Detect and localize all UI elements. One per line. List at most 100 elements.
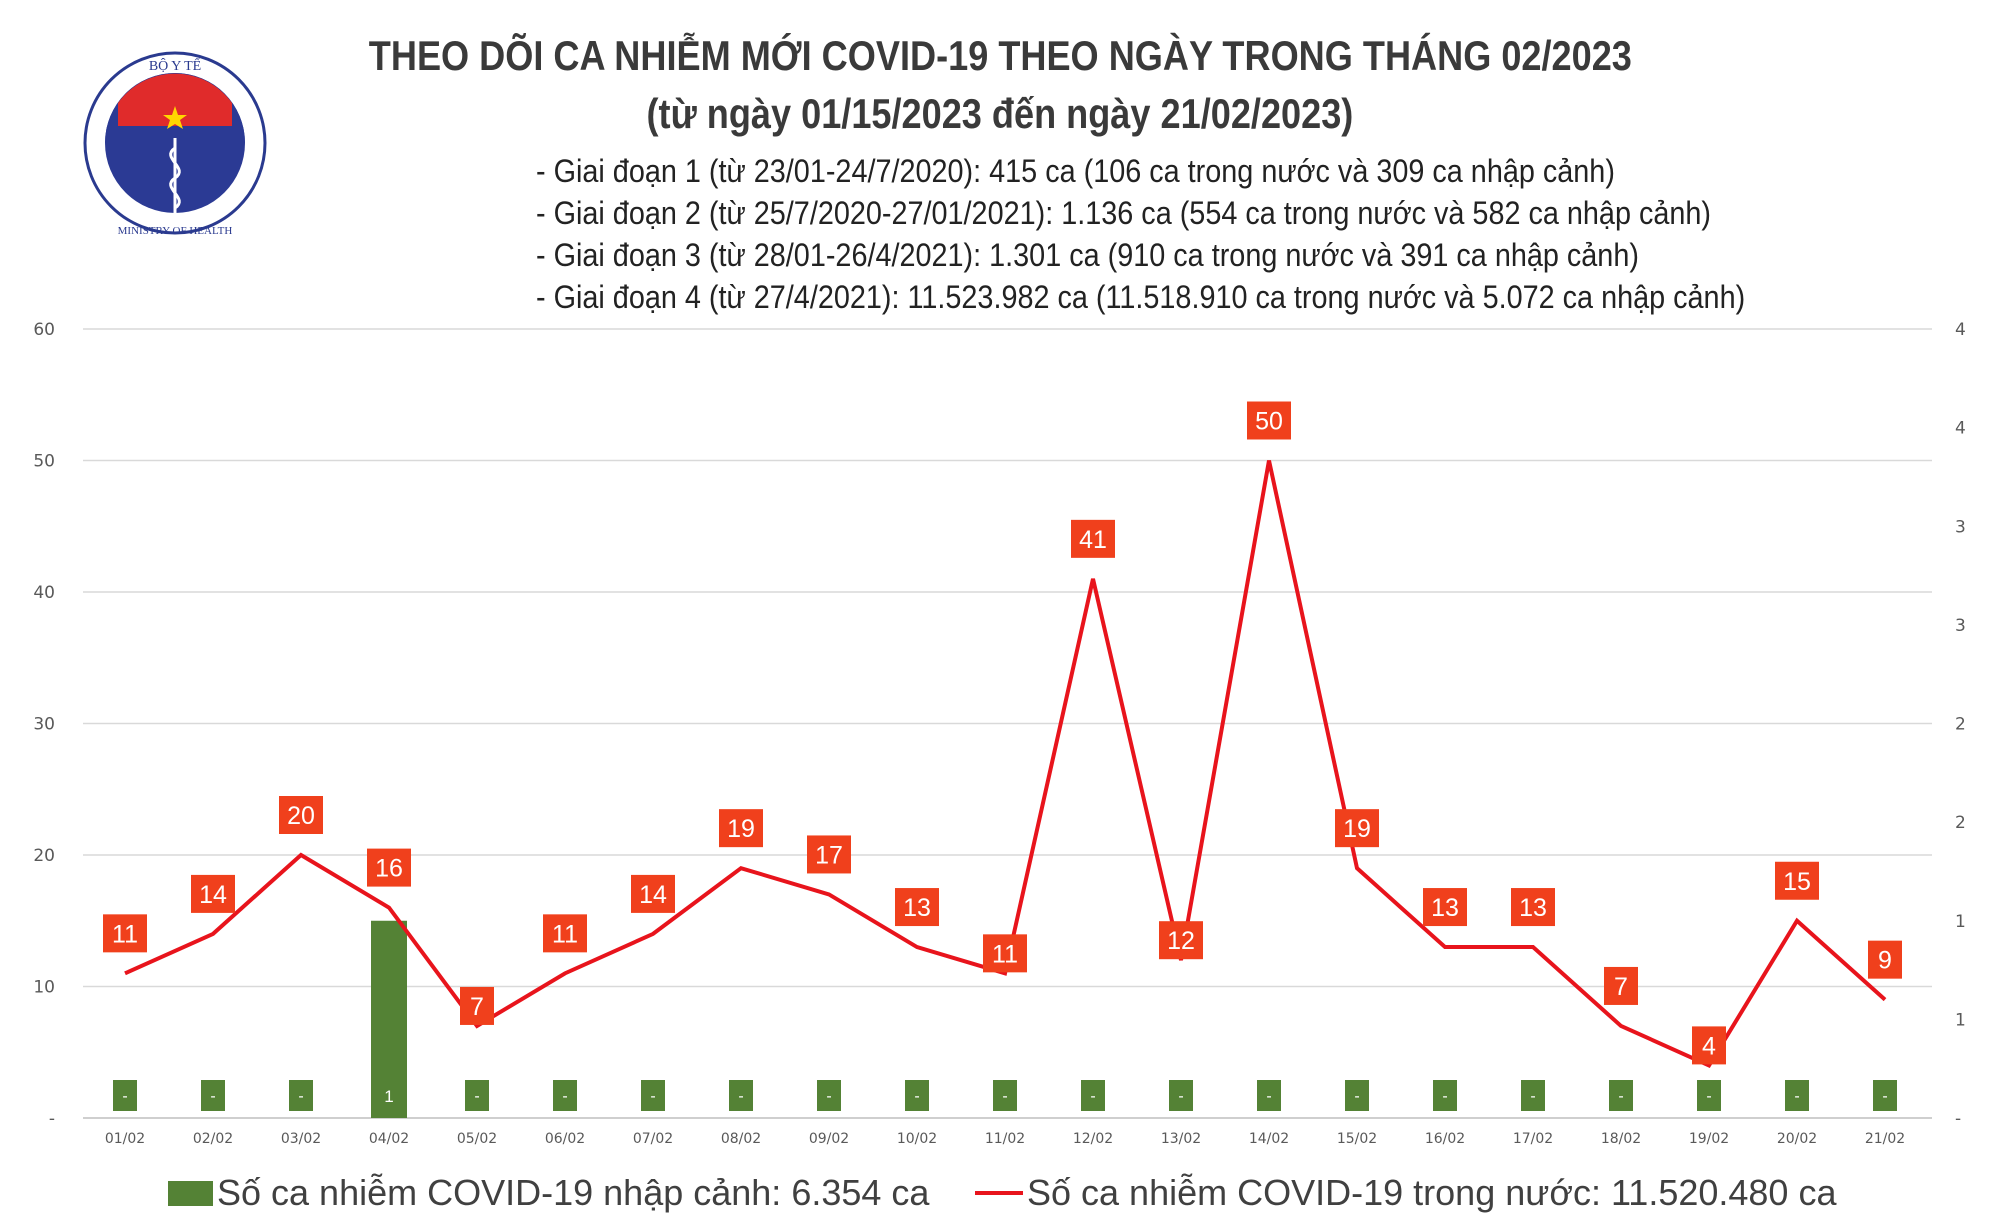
bar-zero-label-box <box>201 1080 225 1111</box>
x-tick-label: 09/02 <box>809 1131 849 1147</box>
x-tick-label: 18/02 <box>1601 1131 1641 1147</box>
line-data-label-box <box>1423 888 1467 927</box>
bar-data-label: - <box>1354 1088 1359 1105</box>
bar-zero-label-box <box>1521 1080 1545 1111</box>
x-tick-label: 01/02 <box>105 1131 145 1147</box>
line-data-label: 15 <box>1783 868 1811 896</box>
line-data-label: 13 <box>1431 894 1459 922</box>
x-tick-label: 21/02 <box>1865 1131 1905 1147</box>
line-data-label: 16 <box>375 855 403 883</box>
line-data-label: 4 <box>1702 1032 1716 1060</box>
x-tick-label: 12/02 <box>1073 1131 1113 1147</box>
x-tick-label: 08/02 <box>721 1131 761 1147</box>
bar-data-label: - <box>650 1088 655 1105</box>
bar-zero-label-box <box>1697 1080 1721 1111</box>
bar-data-label: - <box>914 1088 919 1105</box>
svg-text:MINISTRY OF HEALTH: MINISTRY OF HEALTH <box>118 225 233 237</box>
bar-zero-label-box <box>1081 1080 1105 1111</box>
bar-data-label: - <box>1706 1088 1711 1105</box>
bar-zero-label-box <box>905 1080 929 1111</box>
legend-item-domestic: Số ca nhiễm COVID-19 trong nước: 11.520.… <box>975 1172 1836 1214</box>
y-right-tick-label: - <box>1955 1109 1961 1129</box>
line-data-label: 11 <box>112 920 138 948</box>
bar-data-label: - <box>1266 1088 1271 1105</box>
bar-data-label: 1 <box>384 1087 393 1106</box>
line-data-label-box <box>1159 921 1203 960</box>
y-right-tick-label: 4 <box>1955 419 1966 439</box>
line-data-label: 9 <box>1878 947 1892 975</box>
bar-data-label: - <box>1794 1088 1799 1105</box>
line-data-label: 14 <box>639 881 667 909</box>
line-data-label-box <box>1511 888 1555 927</box>
legend-label: Số ca nhiễm COVID-19 trong nước: 11.520.… <box>1027 1172 1837 1213</box>
summary-item: - Giai đoạn 4 (từ 27/4/2021): 11.523.982… <box>536 279 1746 315</box>
y-left-tick-label: 20 <box>33 846 55 866</box>
line-data-label: 19 <box>727 815 755 843</box>
x-tick-label: 11/02 <box>985 1131 1025 1147</box>
bar-data-label: - <box>1442 1088 1447 1105</box>
bar-data-label: - <box>1882 1088 1887 1105</box>
chart-title: THEO DÕI CA NHIỄM MỚI COVID-19 THEO NGÀY… <box>368 32 1632 79</box>
bar-zero-label-box <box>641 1080 665 1111</box>
line-data-label: 13 <box>903 894 931 922</box>
ministry-of-health-logo: BỘ Y TẾ MINISTRY OF HEALTH <box>83 51 267 237</box>
bar-zero-label-box <box>729 1080 753 1111</box>
summary-item: - Giai đoạn 1 (từ 23/01-24/7/2020): 415 … <box>536 153 1615 189</box>
legend-label: Số ca nhiễm COVID-19 nhập cảnh: 6.354 ca <box>217 1172 930 1213</box>
bar-zero-label-box <box>1169 1080 1193 1111</box>
bar-zero-label-box <box>1609 1080 1633 1111</box>
line-data-label-box <box>895 888 939 927</box>
x-tick-label: 13/02 <box>1161 1131 1201 1147</box>
y-left-tick-label: - <box>49 1109 55 1129</box>
svg-text:BỘ Y TẾ: BỘ Y TẾ <box>149 57 201 74</box>
y-right-tick-label: 1 <box>1955 1010 1966 1030</box>
bar-zero-label-box <box>1433 1080 1457 1111</box>
line-data-label: 13 <box>1519 894 1547 922</box>
y-right-tick-label: 1 <box>1955 912 1966 932</box>
line-data-label-box <box>631 874 675 913</box>
line-data-label-box <box>807 835 851 874</box>
line-data-label-box <box>1247 401 1291 440</box>
line-data-label-box <box>983 934 1027 973</box>
line-data-label-box <box>1775 861 1819 900</box>
x-tick-label: 05/02 <box>457 1131 497 1147</box>
legend-bar-swatch <box>168 1180 213 1206</box>
line-data-label-box <box>1692 1026 1726 1065</box>
bar-zero-label-box <box>993 1080 1017 1111</box>
x-tick-label: 19/02 <box>1689 1131 1729 1147</box>
bar-data-label: - <box>1090 1088 1095 1105</box>
line-data-label-box <box>1868 940 1902 979</box>
line-data-label: 12 <box>1167 927 1195 955</box>
line-data-label: 7 <box>1614 973 1628 1001</box>
bar-data-label: - <box>210 1088 215 1105</box>
x-tick-label: 14/02 <box>1249 1131 1289 1147</box>
y-right-tick-label: 3 <box>1955 517 1966 537</box>
x-tick-label: 10/02 <box>897 1131 937 1147</box>
y-right-tick-label: 2 <box>1955 813 1966 833</box>
bar-zero-label-box <box>553 1080 577 1111</box>
bar-zero-label-box <box>1257 1080 1281 1111</box>
bar-data-label: - <box>1178 1088 1183 1105</box>
bar-data-label: - <box>738 1088 743 1105</box>
bar-data-label: - <box>122 1088 127 1105</box>
line-data-label-box <box>367 848 411 887</box>
line-data-label: 7 <box>470 993 484 1021</box>
y-left-tick-label: 40 <box>33 583 55 603</box>
y-left-tick-label: 10 <box>33 978 55 998</box>
bar-data-label: - <box>826 1088 831 1105</box>
line-data-label-box <box>279 796 323 834</box>
bar-zero-label-box <box>465 1080 489 1111</box>
bar-data-label: - <box>298 1088 303 1105</box>
x-tick-label: 02/02 <box>193 1131 233 1147</box>
x-tick-label: 20/02 <box>1777 1131 1817 1147</box>
y-right-tick-label: 3 <box>1955 616 1966 636</box>
x-tick-label: 16/02 <box>1425 1131 1465 1147</box>
line-data-label: 19 <box>1343 815 1371 843</box>
x-tick-label: 03/02 <box>281 1131 321 1147</box>
y-right-tick-label: 2 <box>1955 715 1966 735</box>
line-data-label: 50 <box>1255 408 1283 436</box>
bar-zero-label-box <box>1345 1080 1369 1111</box>
bar-data-label: - <box>562 1088 567 1105</box>
line-data-label-box <box>191 874 235 913</box>
summary-item: - Giai đoạn 2 (từ 25/7/2020-27/01/2021):… <box>536 195 1712 231</box>
